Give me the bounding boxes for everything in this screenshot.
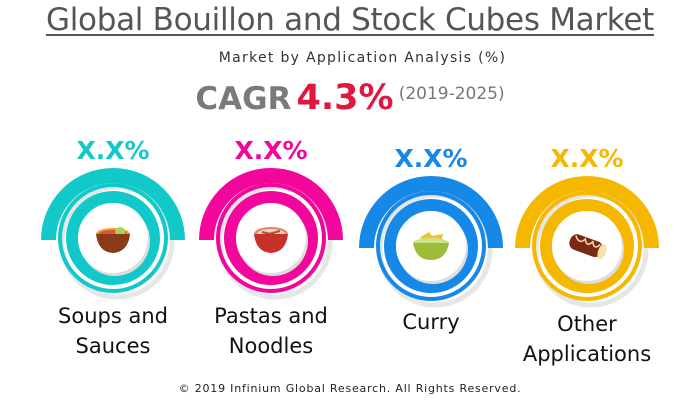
segment-ring bbox=[199, 168, 343, 300]
segment-label-line2: Applications bbox=[522, 342, 652, 366]
thin-ring bbox=[532, 191, 642, 301]
outer-half-arc bbox=[515, 176, 659, 249]
curry-bowl-icon bbox=[413, 232, 449, 260]
segment-label-line1: Other bbox=[557, 312, 617, 336]
segment-ring bbox=[41, 168, 185, 300]
thick-ring bbox=[384, 199, 478, 293]
cagr-label: CAGR bbox=[195, 81, 292, 117]
outer-half-arc bbox=[41, 168, 185, 241]
segment-label: Curry bbox=[331, 307, 531, 337]
segment-value: X.X% bbox=[394, 144, 468, 173]
chocolate-roll-icon bbox=[569, 234, 607, 260]
page-title: Global Bouillon and Stock Cubes Market bbox=[46, 2, 654, 38]
segment-label: Other Applications bbox=[487, 309, 687, 369]
segment-ring bbox=[359, 176, 503, 308]
noodle-bowl-icon bbox=[254, 227, 288, 253]
thin-ring bbox=[216, 183, 326, 293]
segment-label: Pastas and Noodles bbox=[171, 301, 371, 361]
thin-ring bbox=[376, 191, 486, 301]
segment-label: Soups and Sauces bbox=[13, 301, 213, 361]
segment-value: X.X% bbox=[234, 136, 308, 165]
segment-label-line2: Noodles bbox=[228, 334, 314, 358]
segment-label-line1: Curry bbox=[402, 310, 460, 334]
segment-label-line1: Soups and bbox=[58, 304, 168, 328]
outer-half-arc bbox=[199, 168, 343, 241]
copyright-footer: © 2019 Infinium Global Research. All Rig… bbox=[178, 382, 522, 395]
outer-half-arc bbox=[359, 176, 503, 249]
segment-label-line1: Pastas and bbox=[214, 304, 328, 328]
cagr-value: 4.3% bbox=[296, 78, 394, 118]
soup-bowl-icon bbox=[96, 227, 130, 253]
segment-value: X.X% bbox=[76, 136, 150, 165]
thin-ring bbox=[58, 183, 168, 293]
cagr-period: (2019-2025) bbox=[398, 84, 505, 104]
cagr-line: CAGR 4.3% (2019-2025) bbox=[0, 78, 700, 118]
segment-ring bbox=[515, 176, 659, 308]
thick-ring bbox=[66, 191, 160, 285]
segment-label-line2: Sauces bbox=[75, 334, 151, 358]
thick-ring bbox=[540, 199, 634, 293]
thick-ring bbox=[224, 191, 318, 285]
subtitle: Market by Application Analysis (%) bbox=[218, 50, 507, 66]
segment-value: X.X% bbox=[550, 144, 624, 173]
